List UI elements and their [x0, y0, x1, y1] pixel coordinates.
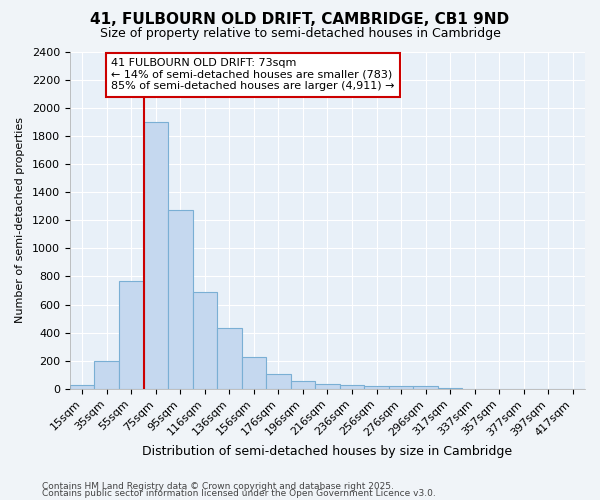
Bar — [389, 386, 413, 389]
Bar — [315, 384, 340, 389]
Bar — [266, 374, 290, 389]
Bar — [340, 384, 364, 389]
Bar — [413, 386, 438, 389]
Bar — [364, 386, 389, 389]
Bar — [217, 328, 242, 389]
Bar — [119, 280, 143, 389]
Bar — [438, 388, 463, 389]
Bar — [168, 210, 193, 389]
Text: Size of property relative to semi-detached houses in Cambridge: Size of property relative to semi-detach… — [100, 28, 500, 40]
Bar — [143, 122, 168, 389]
Text: Contains public sector information licensed under the Open Government Licence v3: Contains public sector information licen… — [42, 489, 436, 498]
Bar — [94, 361, 119, 389]
Text: 41, FULBOURN OLD DRIFT, CAMBRIDGE, CB1 9ND: 41, FULBOURN OLD DRIFT, CAMBRIDGE, CB1 9… — [91, 12, 509, 28]
Y-axis label: Number of semi-detached properties: Number of semi-detached properties — [15, 117, 25, 323]
Bar — [242, 356, 266, 389]
X-axis label: Distribution of semi-detached houses by size in Cambridge: Distribution of semi-detached houses by … — [142, 444, 512, 458]
Bar — [290, 380, 315, 389]
Text: Contains HM Land Registry data © Crown copyright and database right 2025.: Contains HM Land Registry data © Crown c… — [42, 482, 394, 491]
Bar — [193, 292, 217, 389]
Bar — [70, 386, 94, 389]
Text: 41 FULBOURN OLD DRIFT: 73sqm
← 14% of semi-detached houses are smaller (783)
85%: 41 FULBOURN OLD DRIFT: 73sqm ← 14% of se… — [111, 58, 395, 92]
